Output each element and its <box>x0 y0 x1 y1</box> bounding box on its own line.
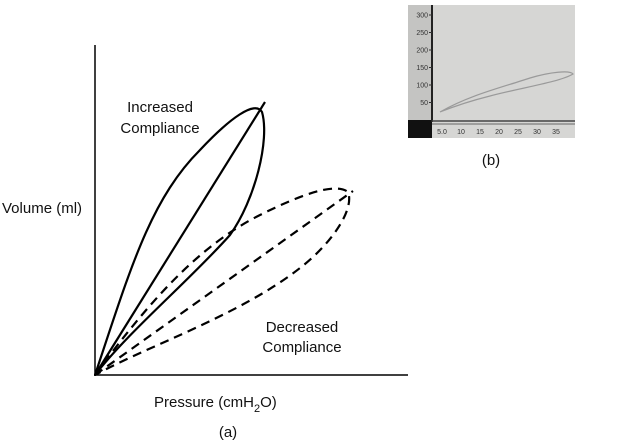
caption: (b) <box>482 152 500 169</box>
screen-bg <box>408 5 575 138</box>
screen-image <box>408 5 575 138</box>
screen-y-tick-label: 200 <box>416 48 428 55</box>
screen-x-tick-label: 10 <box>457 129 465 136</box>
decreased-line <box>94 190 354 376</box>
screen-loop <box>439 71 574 113</box>
screen-x-tick-label: 15 <box>476 129 484 136</box>
screen-x-tick-label: 5.0 <box>437 129 447 136</box>
screen-y-tick-label: 100 <box>416 83 428 90</box>
label: Compliance <box>262 339 341 356</box>
y-axis-label: Volume (ml) <box>2 200 82 217</box>
caption: (a) <box>219 424 237 441</box>
screen-y-tick-label: 150 <box>416 65 428 72</box>
screen-x-tick-label: 35 <box>552 129 560 136</box>
screen-y-tick-label: 50 <box>420 100 428 107</box>
label: Increased <box>127 99 193 116</box>
decreased-loop <box>94 187 351 376</box>
dark-corner <box>408 120 432 138</box>
screen-x-tick-label: 30 <box>533 129 541 136</box>
screen-y-tick-label: 300 <box>416 13 428 20</box>
label: Compliance <box>120 120 199 137</box>
increased-loop <box>93 107 266 376</box>
screen-y-tick-label: 250 <box>416 30 428 37</box>
x-label-main: Pressure (cmH <box>154 394 254 411</box>
x-label-sub: 2 <box>254 403 260 415</box>
screen-x-tick-label: 20 <box>495 129 503 136</box>
x-label-end: O) <box>260 394 277 411</box>
scale-strip <box>408 5 432 120</box>
increased-line <box>94 101 266 376</box>
screen-x-tick-label: 25 <box>514 129 522 136</box>
label: Decreased <box>266 319 339 336</box>
x-axis-label: Pressure (cmH2O) <box>154 394 277 415</box>
